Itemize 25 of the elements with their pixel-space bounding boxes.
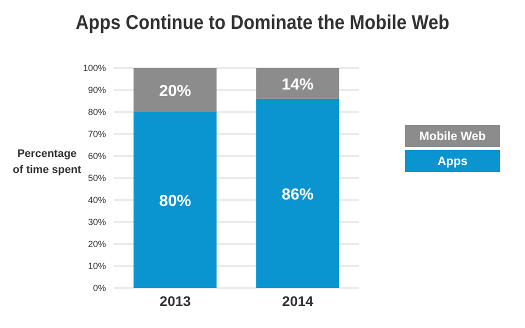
bar [256, 98, 340, 288]
y-tick-label: 90% [88, 85, 106, 96]
y-tick-label: 100% [82, 63, 106, 74]
bar [134, 112, 217, 288]
x-tick-label: 2014 [282, 292, 314, 309]
bar [134, 68, 217, 112]
text: Mobile Web [405, 125, 500, 147]
y-axis-title: Percentage of time spent [12, 147, 82, 178]
x-tick-label: 2013 [160, 292, 192, 309]
y-tick-label: 30% [88, 217, 106, 228]
y-tick-label: 40% [88, 195, 106, 206]
y-tick-label: 60% [88, 151, 106, 162]
data-label: 14% [282, 76, 314, 94]
y-tick-label: 0% [92, 283, 106, 294]
bar [256, 68, 340, 99]
y-tick-label: 50% [88, 173, 106, 184]
text: Apps [405, 150, 500, 172]
y-tick-label: 70% [88, 129, 106, 140]
y-tick-label: 20% [88, 239, 106, 250]
data-label: 86% [282, 186, 314, 204]
data-label: 20% [159, 83, 192, 100]
y-tick-label: 80% [88, 107, 106, 118]
data-label: 80% [159, 193, 192, 210]
chart-title: Apps Continue to Dominate the Mobile Web [74, 12, 450, 35]
y-tick-label: 10% [88, 261, 106, 272]
